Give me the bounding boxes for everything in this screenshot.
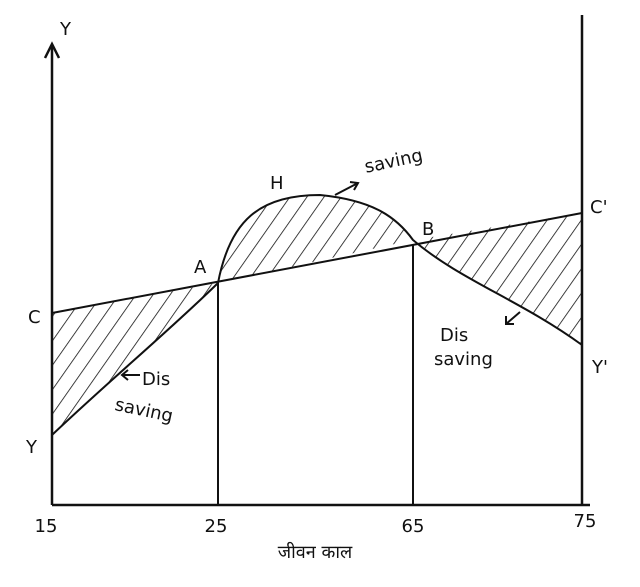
- y-axis-label: Y: [59, 19, 72, 40]
- saving-arrow: [334, 181, 360, 196]
- point-label: Y': [591, 357, 608, 378]
- point-label: A: [194, 257, 207, 278]
- saving-area: [218, 195, 413, 283]
- y-axis-arrow: [43, 41, 61, 59]
- dissaving-right-arrow: [505, 311, 521, 325]
- annotation: saving: [434, 349, 493, 370]
- point-label: B: [422, 219, 434, 240]
- x-tick-label: 75: [574, 511, 597, 532]
- annotation: Dis: [440, 325, 468, 346]
- consumption-line: [51, 212, 583, 314]
- x-tick-label: 15: [35, 516, 58, 537]
- annotation: Dis: [142, 369, 170, 390]
- point-label: C: [28, 307, 41, 328]
- dissaving-left-arrow: [120, 369, 140, 381]
- x-axis-title: जीवन काल: [278, 541, 353, 563]
- point-label: H: [270, 173, 284, 194]
- income-curve: [51, 193, 583, 436]
- x-tick-label: 25: [205, 516, 228, 537]
- point-label: Y: [25, 437, 38, 458]
- point-label: C': [590, 197, 608, 218]
- x-tick-label: 65: [402, 516, 425, 537]
- dissaving-right-area: [413, 213, 582, 345]
